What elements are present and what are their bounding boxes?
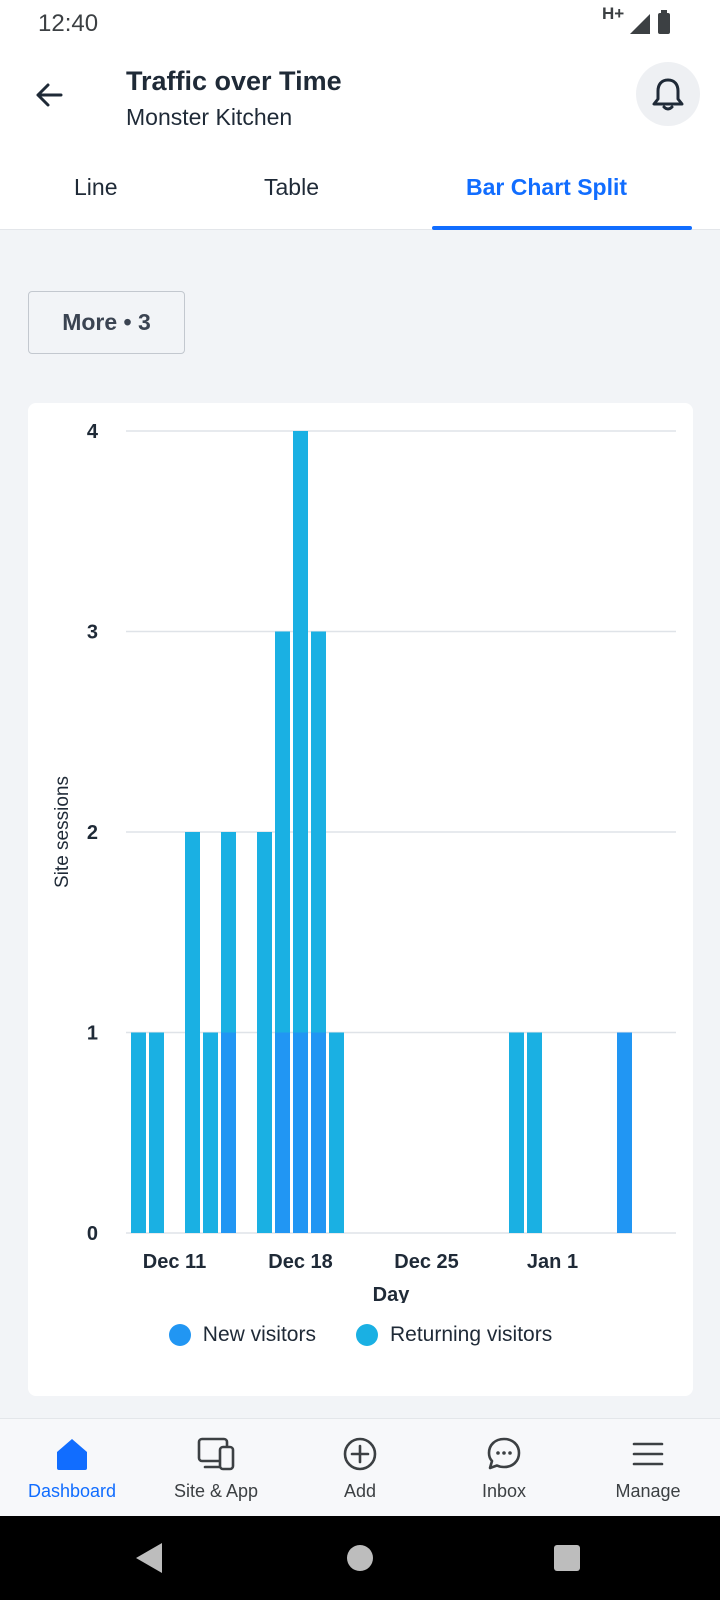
bar-returning-3: [185, 832, 200, 1233]
active-tab-indicator: [432, 226, 692, 230]
tab-table[interactable]: Table: [264, 174, 319, 201]
bar-returning-8: [275, 632, 290, 1033]
legend-label-returning: Returning visitors: [390, 1323, 552, 1347]
chat-bubble-icon: [485, 1435, 523, 1473]
nav-label-site-app: Site & App: [174, 1481, 258, 1502]
chart-type-tabs: Line Table Bar Chart Split: [0, 152, 720, 230]
network-type-label: H+: [602, 4, 624, 24]
y-tick-label-0: 0: [87, 1223, 98, 1245]
bar-returning-0: [131, 1033, 146, 1234]
nav-label-add: Add: [344, 1481, 376, 1502]
back-button[interactable]: [26, 72, 72, 118]
nav-manage[interactable]: Manage: [576, 1419, 720, 1517]
tab-bar-chart-split[interactable]: Bar Chart Split: [466, 174, 627, 201]
devices-icon: [196, 1435, 236, 1473]
page-subtitle: Monster Kitchen: [126, 104, 292, 131]
bar-new-8: [275, 1033, 290, 1234]
x-tick-label-3: Jan 1: [527, 1251, 578, 1273]
bottom-nav: Dashboard Site & App Add: [0, 1418, 720, 1516]
legend-swatch-returning: [356, 1324, 378, 1346]
signal-battery-icons: [628, 10, 688, 41]
nav-dashboard[interactable]: Dashboard: [0, 1419, 144, 1517]
android-system-nav: [0, 1516, 720, 1600]
bar-returning-1: [149, 1033, 164, 1234]
status-bar: 12:40 H+: [0, 0, 720, 48]
y-tick-label-3: 3: [87, 622, 98, 644]
nav-site-app[interactable]: Site & App: [144, 1419, 288, 1517]
x-tick-label-2: Dec 25: [394, 1251, 459, 1273]
status-time: 12:40: [38, 10, 98, 38]
bar-returning-9: [293, 431, 308, 1033]
nav-add[interactable]: Add: [288, 1419, 432, 1517]
bar-returning-21: [509, 1033, 524, 1234]
notifications-button[interactable]: [636, 62, 700, 126]
legend-item-returning-visitors[interactable]: Returning visitors: [356, 1323, 552, 1347]
bar-returning-5: [221, 832, 236, 1033]
y-tick-label-1: 1: [87, 1023, 98, 1045]
legend-item-new-visitors[interactable]: New visitors: [169, 1323, 316, 1347]
chart-legend: New visitors Returning visitors: [28, 1323, 693, 1347]
bar-new-27: [617, 1033, 632, 1234]
bell-icon: [651, 76, 685, 112]
bar-new-5: [221, 1033, 236, 1234]
nav-label-inbox: Inbox: [482, 1481, 526, 1502]
bar-new-10: [311, 1033, 326, 1234]
bar-chart: 0 1 2 3 4 Site sessions Dec 11 Dec 18 Dec 25 Jan …: [28, 403, 693, 1303]
system-recents-button[interactable]: [554, 1545, 580, 1571]
chart-card: 0 1 2 3 4 Site sessions Dec 11 Dec 18 Dec 25 Jan …: [28, 403, 693, 1396]
bar-returning-10: [311, 632, 326, 1033]
add-circle-icon: [341, 1435, 379, 1473]
nav-label-manage: Manage: [615, 1481, 680, 1502]
bar-returning-11: [329, 1033, 344, 1234]
tab-line[interactable]: Line: [74, 174, 117, 201]
nav-inbox[interactable]: Inbox: [432, 1419, 576, 1517]
nav-label-dashboard: Dashboard: [28, 1481, 116, 1502]
app-header: Traffic over Time Monster Kitchen: [0, 48, 720, 152]
system-home-button[interactable]: [347, 1545, 373, 1571]
bar-returning-4: [203, 1033, 218, 1234]
legend-label-new: New visitors: [203, 1323, 316, 1347]
y-axis-label: Site sessions: [52, 776, 73, 888]
x-axis-label: Day: [373, 1284, 411, 1303]
page-title: Traffic over Time: [126, 66, 342, 97]
battery-icon: [658, 13, 670, 34]
more-filters-button[interactable]: More • 3: [28, 291, 185, 354]
bar-new-9: [293, 1033, 308, 1234]
signal-icon: [630, 14, 650, 34]
bar-returning-7: [257, 832, 272, 1233]
menu-icon: [629, 1435, 667, 1473]
arrow-left-icon: [33, 79, 65, 111]
home-icon: [53, 1435, 91, 1473]
y-tick-label-4: 4: [87, 421, 99, 443]
x-tick-label-0: Dec 11: [143, 1251, 206, 1273]
x-tick-label-1: Dec 18: [268, 1251, 333, 1273]
bar-returning-22: [527, 1033, 542, 1234]
legend-swatch-new: [169, 1324, 191, 1346]
y-tick-label-2: 2: [87, 822, 98, 844]
system-back-button[interactable]: [136, 1543, 162, 1573]
